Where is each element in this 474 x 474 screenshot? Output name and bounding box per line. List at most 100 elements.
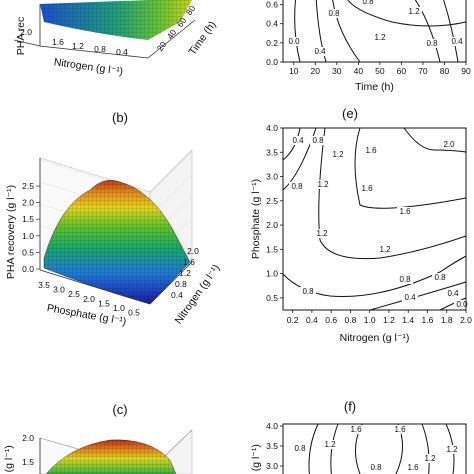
y-tick-e-4: 2.5: [266, 196, 278, 206]
z-axis-title-c: r (g l⁻¹): [3, 445, 15, 474]
panel-letter-e: (e): [342, 106, 358, 121]
x-tick-d-5: 60: [397, 66, 407, 76]
contour-label-e-5-bg: [289, 182, 305, 191]
y-tick-d-1: 0.2: [266, 38, 278, 48]
x-tick-d-4: 50: [375, 66, 385, 76]
surface-b-mesh: [44, 180, 190, 304]
panel-letter-c: (c): [112, 402, 127, 417]
contour-label-e-6: 1.2: [317, 180, 329, 189]
contour-label-f-7-bg: [422, 454, 438, 463]
contour-label-f-3: 1.6: [394, 425, 406, 434]
z-tick-b-4: 0.5: [22, 247, 34, 257]
contour-d-5: [443, 0, 459, 63]
x-tick-a-0: 1.6: [52, 37, 64, 47]
panel-letter-b: (b): [112, 110, 128, 125]
contour-label-e-5: 0.8: [291, 182, 303, 191]
y-tick-e-6: 3.5: [266, 147, 278, 157]
x-tick-d-0: 10: [289, 66, 299, 76]
contour-f-1: [330, 423, 339, 474]
contour-e-3: [354, 127, 467, 209]
contour-label-e-13-bg: [402, 293, 418, 302]
contour-label-f-3-bg: [392, 425, 408, 434]
x-tick-b-0: 3.5: [38, 280, 50, 290]
contour-f-0: [308, 423, 319, 474]
z-axis-title-a: PHA rec: [15, 17, 27, 56]
panel-c-surface: 2.0 1.5 r (g l⁻¹): [3, 429, 193, 474]
y-tick-b-4: 2.0: [187, 246, 199, 256]
contour-label-d-7-bg: [406, 7, 422, 16]
contour-label-e-14: 0.8: [434, 273, 446, 282]
contour-label-d-0: 0.0: [288, 37, 300, 46]
y-axis-b: [149, 261, 193, 305]
x-tick-a-3: 0.4: [116, 47, 128, 57]
contour-label-e-11-bg: [397, 275, 413, 284]
y-tick-f-1: 3.5: [266, 441, 278, 451]
contour-label-e-4-bg: [441, 140, 457, 149]
contour-label-e-0-bg: [290, 136, 306, 145]
x-tick-e-9: 2.0: [460, 315, 472, 325]
contour-label-d-1: 0.4: [314, 47, 326, 56]
contour-label-d-4-bg: [424, 39, 440, 48]
z-tick-b-2: 1.5: [22, 214, 34, 224]
contour-label-d-3: 1.2: [374, 33, 386, 42]
contour-label-f-2: 1.6: [350, 425, 362, 434]
contour-label-f-7: 1.2: [424, 454, 436, 463]
contour-label-d-2: 0.8: [328, 9, 340, 18]
x-axis-title-a: Nitrogen (g l⁻¹): [53, 56, 124, 78]
contour-label-f-0-bg: [292, 444, 308, 453]
z-tick-b-5: 0.0: [22, 264, 34, 274]
panel-f-contour: 4.03.53.02.5e (g l⁻¹)0.81.21.61.61.20.81…: [250, 421, 467, 474]
x-axis-title-d: Time (h): [355, 81, 394, 93]
x-tick-d-3: 40: [354, 66, 364, 76]
contour-label-f-5-bg: [368, 463, 384, 472]
panel-letter-f: (f): [344, 399, 356, 414]
contour-label-e-7: 1.6: [361, 184, 373, 193]
contour-label-f-5: 0.8: [370, 463, 382, 472]
y-tick-f-2: 3.0: [266, 461, 278, 471]
contour-d-2: [332, 0, 361, 63]
contour-d-0: [294, 0, 301, 63]
x-tick-e-1: 0.4: [306, 315, 318, 325]
contour-label-f-6-bg: [405, 463, 421, 472]
contour-label-e-16: 0.0: [456, 300, 468, 309]
x-tick-d-7: 80: [440, 66, 450, 76]
contour-label-e-16-bg: [454, 300, 470, 309]
contour-label-e-2: 1.2: [332, 150, 344, 159]
contour-label-e-11: 0.8: [399, 275, 411, 284]
contour-label-e-9-bg: [314, 229, 330, 238]
y-tick-f-0: 4.0: [266, 421, 278, 431]
contour-d-1: [315, 0, 327, 63]
plot-area-e: [282, 127, 467, 311]
x-tick-e-0: 0.2: [287, 315, 299, 325]
contour-label-d-6: 0.8: [362, 0, 374, 6]
contour-label-d-3-bg: [372, 33, 388, 42]
z-tick-b-3: 1.0: [22, 231, 34, 241]
x-tick-e-2: 0.6: [325, 315, 337, 325]
contour-label-e-3-bg: [363, 146, 379, 155]
z-tick-a-0: 2.0: [20, 27, 32, 37]
contour-label-e-9: 1.2: [316, 229, 328, 238]
x-tick-d-6: 70: [418, 66, 428, 76]
y-tick-e-7: 4.0: [266, 123, 278, 133]
contour-label-e-15: 0.4: [447, 289, 459, 298]
z-tick-b-1: 2.0: [22, 198, 34, 208]
contour-label-e-14-bg: [432, 273, 448, 282]
z-axis-a: [13, 39, 41, 47]
y-tick-e-0: 0.5: [266, 293, 278, 303]
x-tick-e-7: 1.6: [422, 315, 434, 325]
contour-label-e-7-bg: [359, 184, 375, 193]
z-tick-c-0: 2.0: [22, 433, 34, 443]
y-tick-b-3: 1.6: [183, 257, 195, 267]
contour-e-0: [282, 127, 301, 161]
contour-label-e-1: 0.8: [312, 136, 324, 145]
x-tick-e-8: 1.8: [441, 315, 453, 325]
x-axis-title-e: Nitrogen (g l⁻¹): [340, 332, 410, 344]
y-tick-e-3: 2.0: [266, 220, 278, 230]
y-tick-b-0: 0.4: [171, 290, 183, 300]
y-axis-title-a: Time (h): [187, 19, 219, 58]
z-axis-title-b: PHA recovery (g l⁻¹): [5, 185, 17, 279]
x-tick-a-2: 0.8: [94, 44, 106, 54]
contour-label-d-0-bg: [286, 37, 302, 46]
contour-e-4: [403, 127, 467, 153]
